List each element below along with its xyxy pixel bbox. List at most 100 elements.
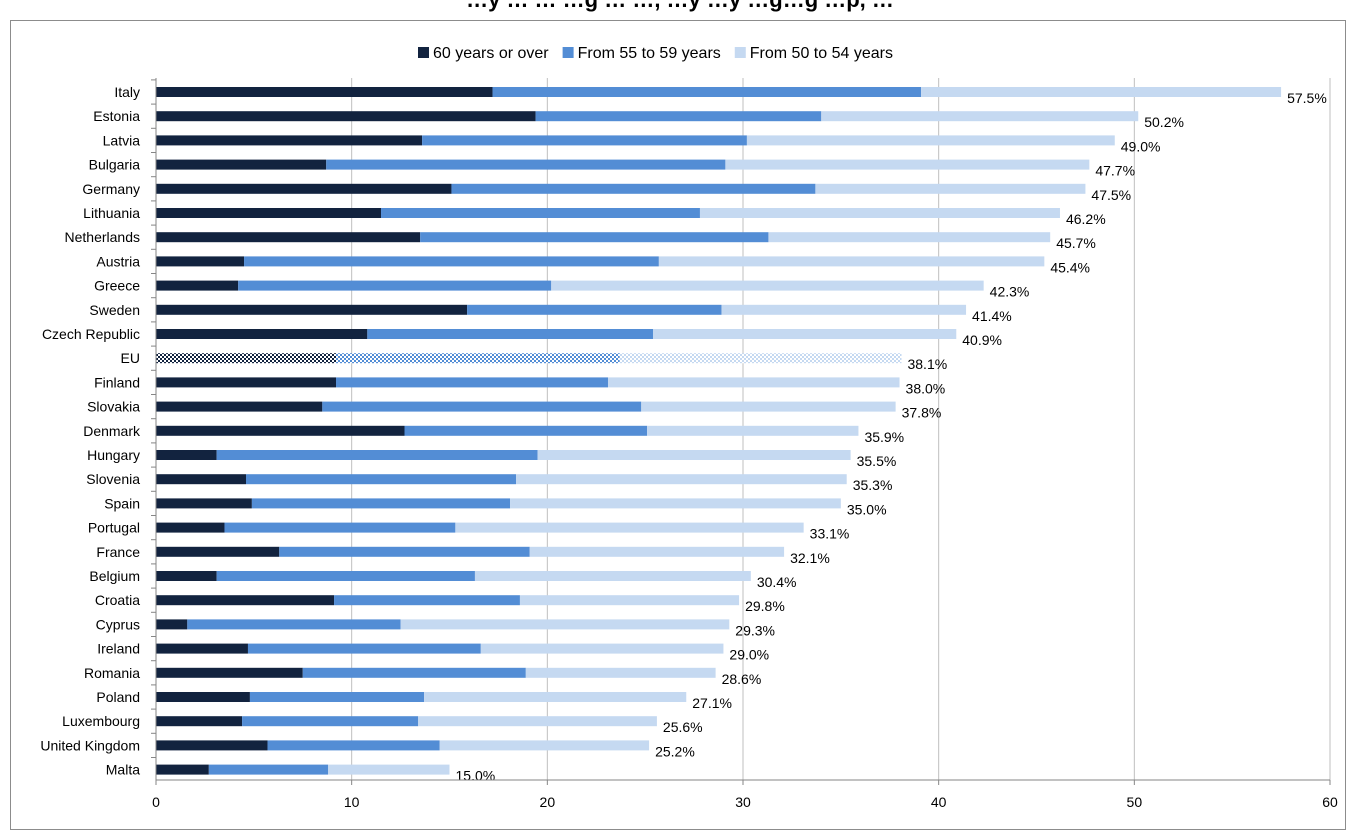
category-label: Greece (94, 278, 140, 294)
bar-segment-sixty-plus (156, 546, 280, 557)
bar-segment-fifty-to-fifty-four (721, 304, 967, 315)
bar-segment-sixty-plus (156, 667, 303, 678)
bar-segment-sixty-plus (156, 692, 250, 702)
bar-segment-sixty-plus (156, 498, 252, 509)
bar-segment-fifty-five-to-fifty-nine (322, 401, 642, 412)
bar-segment-fifty-five-to-fifty-nine (224, 522, 456, 533)
total-label: 38.0% (906, 380, 946, 396)
bar-segment-fifty-five-to-fifty-nine (422, 135, 747, 146)
category-label: Hungary (87, 447, 140, 463)
legend-swatch (562, 47, 574, 58)
bar-segment-fifty-five-to-fifty-nine (326, 159, 726, 170)
bar-segment-sixty-plus (156, 208, 382, 218)
bar-segment-fifty-five-to-fifty-nine (535, 111, 822, 122)
bar-segment-fifty-five-to-fifty-nine (246, 474, 517, 485)
bar-segment-fifty-five-to-fifty-nine (336, 377, 608, 388)
bar-segment-fifty-to-fifty-four (400, 619, 730, 630)
x-tick-label: 40 (931, 794, 947, 810)
bar-segment-fifty-five-to-fifty-nine (451, 183, 816, 194)
bar-segment-fifty-to-fifty-four (455, 522, 804, 533)
bar-segment-sixty-plus (156, 643, 248, 654)
bar-segment-fifty-to-fifty-four (821, 111, 1139, 122)
total-label: 42.3% (990, 284, 1030, 300)
total-label: 32.1% (790, 550, 830, 566)
bar-segment-sixty-plus (156, 377, 337, 388)
bar-segment-fifty-to-fifty-four (418, 716, 657, 727)
bar-segment-sixty-plus (156, 87, 493, 97)
total-label: 50.2% (1144, 114, 1184, 130)
bar-segment-sixty-plus (156, 111, 536, 122)
total-label: 29.0% (729, 647, 769, 663)
bar-segment-fifty-to-fifty-four (551, 280, 984, 291)
bar-segment-fifty-to-fifty-four (768, 232, 1051, 243)
legend: 60 years or over From 55 to 59 years From … (418, 45, 893, 62)
bar-segment-fifty-five-to-fifty-nine (367, 329, 653, 339)
category-label: United Kingdom (40, 737, 140, 753)
category-label: Sweden (89, 302, 140, 318)
total-label: 40.9% (962, 332, 1002, 348)
total-label: 35.0% (847, 501, 887, 517)
bar-segment-fifty-five-to-fifty-nine (404, 425, 648, 436)
bar-segment-fifty-to-fifty-four (439, 740, 650, 751)
legend-label: 60 years or over (433, 45, 549, 62)
bar-segment-sixty-plus (156, 740, 268, 751)
bar-segment-sixty-plus (156, 474, 247, 485)
total-label: 35.5% (857, 453, 897, 469)
bar-segment-fifty-to-fifty-four (607, 377, 900, 388)
total-label: 46.2% (1066, 211, 1106, 227)
bar-segment-fifty-to-fifty-four (519, 595, 740, 606)
bar-segment-sixty-plus (156, 764, 209, 775)
category-label: Czech Republic (42, 326, 140, 342)
bar-segment-sixty-plus (156, 401, 323, 412)
x-tick-label: 30 (735, 794, 751, 810)
total-label: 28.6% (722, 671, 762, 687)
category-label: Germany (82, 181, 140, 197)
category-label: Croatia (95, 592, 140, 608)
total-label: 33.1% (810, 526, 850, 542)
x-tick-label: 50 (1127, 794, 1143, 810)
bar-segment-fifty-to-fifty-four (529, 546, 785, 557)
total-label: 47.5% (1091, 187, 1131, 203)
category-label: Romania (84, 665, 140, 681)
bar-segment-fifty-to-fifty-four (647, 425, 859, 436)
total-label: 29.3% (735, 622, 775, 638)
bar-segment-fifty-to-fifty-four (474, 571, 751, 581)
bar-segment-fifty-five-to-fifty-nine (267, 740, 440, 751)
total-label: 45.4% (1050, 259, 1090, 275)
bar-segment-sixty-plus (156, 159, 327, 170)
category-label: Finland (94, 374, 140, 390)
total-label: 25.2% (655, 743, 695, 759)
bar-segment-fifty-to-fifty-four (424, 692, 687, 702)
bar-segment-fifty-five-to-fifty-nine (208, 764, 329, 775)
category-label: France (96, 544, 140, 560)
x-tick-label: 10 (344, 794, 360, 810)
category-label: Slovakia (87, 399, 140, 415)
category-label: Spain (104, 495, 140, 511)
bar-segment-fifty-five-to-fifty-nine (242, 716, 419, 727)
category-label: Portugal (88, 520, 140, 536)
bar-segment-sixty-plus (156, 183, 452, 194)
category-label: Lithuania (83, 205, 140, 221)
total-label: 57.5% (1287, 90, 1327, 106)
bar-segment-fifty-to-fifty-four (658, 256, 1045, 267)
bar-segment-fifty-five-to-fifty-nine (334, 595, 520, 606)
total-label: 35.3% (853, 477, 893, 493)
category-label: Estonia (93, 108, 140, 124)
bar-segment-fifty-five-to-fifty-nine (249, 692, 425, 702)
bar-segment-fifty-five-to-fifty-nine (381, 208, 700, 218)
bar-segment-fifty-five-to-fifty-nine (216, 571, 475, 581)
bars: 57.5% 50.2% 49.0% 47.7% 47.5% 46.2% 45.7% 45.4%… (156, 87, 1327, 784)
bar-segment-sixty-plus (156, 571, 217, 581)
category-label: Denmark (83, 423, 141, 439)
bar-segment-fifty-five-to-fifty-nine (251, 498, 511, 509)
bar-segment-sixty-plus (156, 232, 421, 243)
total-label: 15.0% (456, 768, 496, 784)
axes: 0 10 20 30 40 50 60 Italy Estonia Latvia Bulgaria G… (40, 78, 1338, 810)
bar-segment-sixty-plus (156, 595, 335, 606)
category-label: Italy (114, 84, 140, 100)
total-label: 49.0% (1121, 138, 1161, 154)
chart-title: …y … … …g … …, …y …y …g…g …p, … (0, 0, 1360, 13)
x-tick-label: 0 (152, 794, 160, 810)
bar-segment-fifty-five-to-fifty-nine (247, 643, 481, 654)
